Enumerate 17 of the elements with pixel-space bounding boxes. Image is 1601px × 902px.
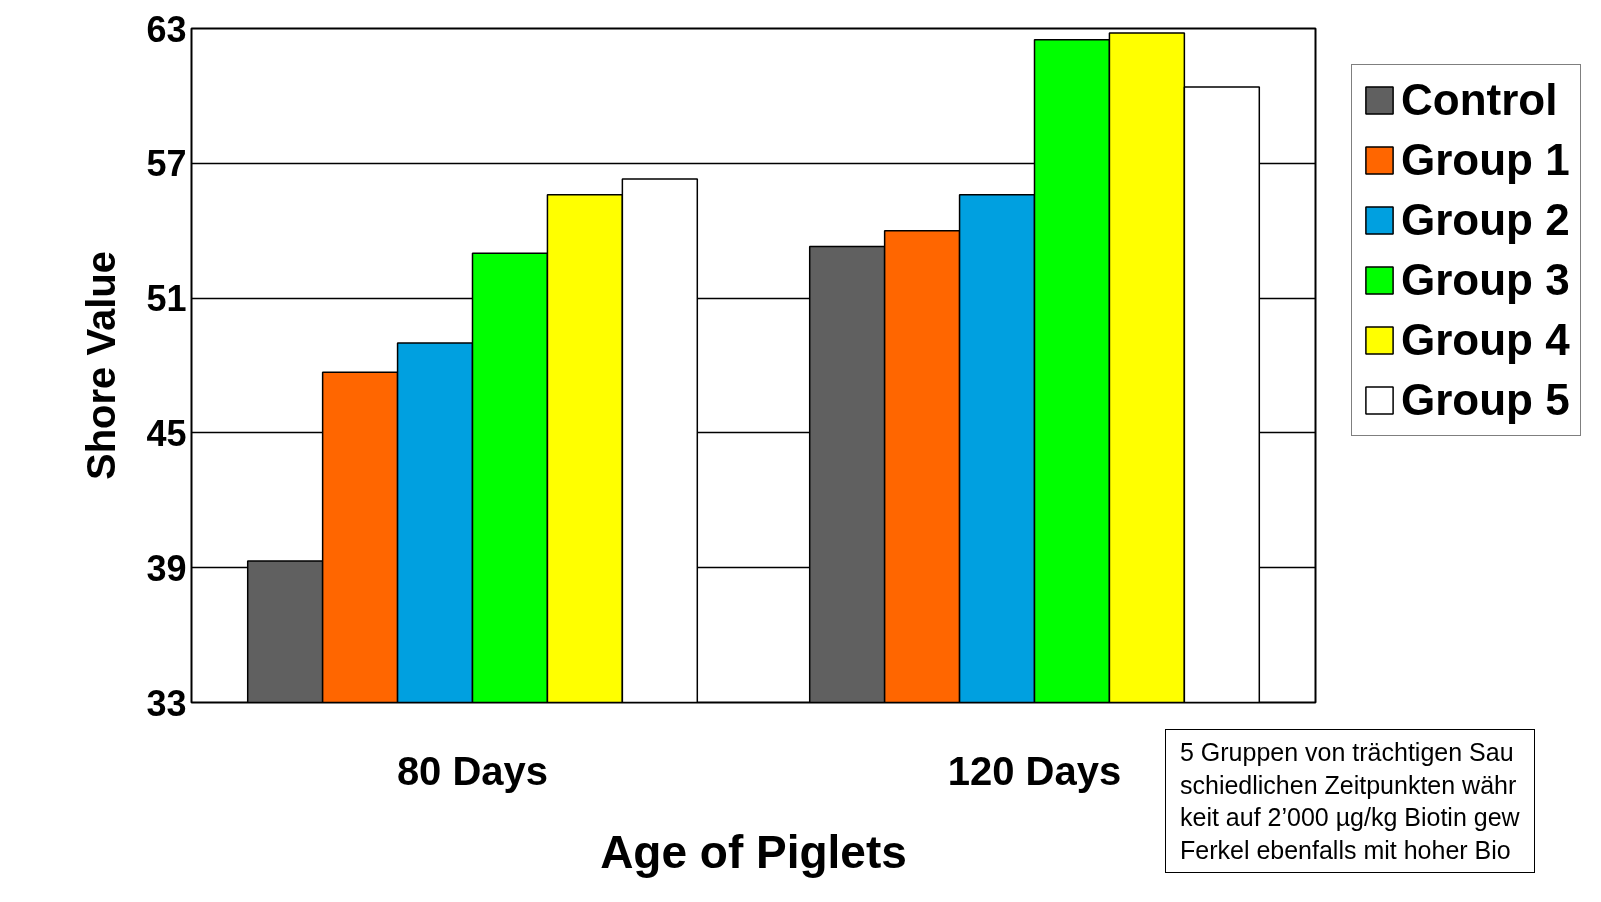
x-tick-label: 120 Days bbox=[947, 748, 1122, 793]
y-tick-label: 33 bbox=[146, 682, 187, 724]
x-tick-label: 80 Days bbox=[396, 748, 549, 793]
legend-label: Control bbox=[1401, 75, 1558, 125]
legend-label: Group 1 bbox=[1401, 135, 1570, 185]
y-axis-title: Shore Value bbox=[79, 251, 124, 480]
y-tick-label: 63 bbox=[146, 8, 187, 50]
x-axis-title: Age of Piglets bbox=[600, 825, 907, 878]
legend-label: Group 4 bbox=[1401, 315, 1570, 365]
legend-label: Group 3 bbox=[1401, 255, 1570, 305]
y-tick-label: 51 bbox=[146, 278, 187, 320]
y-tick-label: 45 bbox=[146, 412, 187, 454]
y-tick-label: 57 bbox=[146, 143, 187, 185]
legend-label: Group 2 bbox=[1401, 195, 1570, 245]
legend-label: Group 5 bbox=[1401, 375, 1570, 425]
text: 5 Gruppen von trächtigen Sau schiedlichen Zeitpunkten währ keit auf 2’000 µg/kg Biotin gew Ferkel ebenfalls mit hoher Bio bbox=[1180, 737, 1520, 866]
y-tick-label: 39 bbox=[146, 547, 187, 589]
